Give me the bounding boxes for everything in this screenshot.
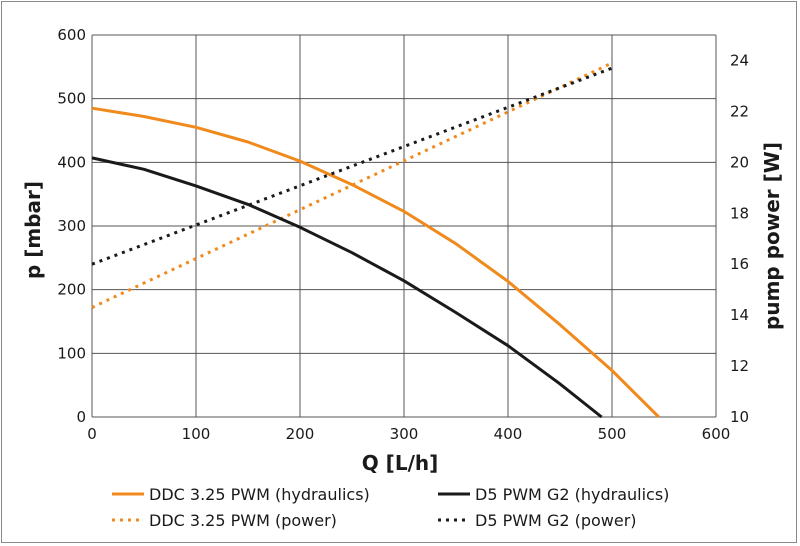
legend: DDC 3.25 PWM (hydraulics) DDC 3.25 PWM (p…: [112, 485, 669, 530]
y-tick-label: 0: [76, 408, 86, 426]
y-tick-label: 500: [57, 90, 86, 108]
y2-tick-label: 20: [730, 153, 749, 171]
y2-tick-label: 16: [730, 255, 749, 273]
y2-tick-label: 14: [730, 306, 749, 324]
series-line-3: [91, 156, 603, 419]
series-line-4: [91, 66, 613, 266]
x-tick-label: 0: [87, 425, 97, 443]
y-axis-title: p [mbar]: [21, 181, 45, 279]
legend-label: DDC 3.25 PWM (hydraulics): [149, 485, 370, 504]
legend-label: D5 PWM G2 (power): [475, 511, 637, 530]
y-tick-label: 600: [57, 26, 86, 44]
x-tick-label: 400: [494, 425, 523, 443]
y-tick-label: 100: [57, 344, 86, 362]
y2-tick-label: 12: [730, 357, 749, 375]
tick-labels: 0 100 200 300 400 500 600010020030040050060010…: [57, 26, 749, 443]
y2-tick-label: 10: [730, 408, 749, 426]
x-tick-label: 100: [182, 425, 211, 443]
series-line-1: [91, 106, 660, 419]
legend-label: D5 PWM G2 (hydraulics): [475, 485, 669, 504]
x-tick-label: 600: [702, 425, 731, 443]
y-tick-label: 200: [57, 281, 86, 299]
y2-tick-label: 22: [730, 102, 749, 120]
series-layer: [91, 61, 660, 419]
grid: [91, 34, 717, 418]
x-tick-label: 500: [598, 425, 627, 443]
x-axis-title: Q [L/h]: [362, 451, 439, 475]
y2-axis-title: pump power [W]: [760, 142, 784, 330]
x-tick-label: 300: [390, 425, 419, 443]
y2-tick-label: 18: [730, 204, 749, 222]
y-tick-label: 300: [57, 217, 86, 235]
x-tick-label: 200: [286, 425, 315, 443]
legend-label: DDC 3.25 PWM (power): [149, 511, 337, 530]
y-tick-label: 400: [57, 153, 86, 171]
y2-tick-label: 24: [730, 51, 749, 69]
